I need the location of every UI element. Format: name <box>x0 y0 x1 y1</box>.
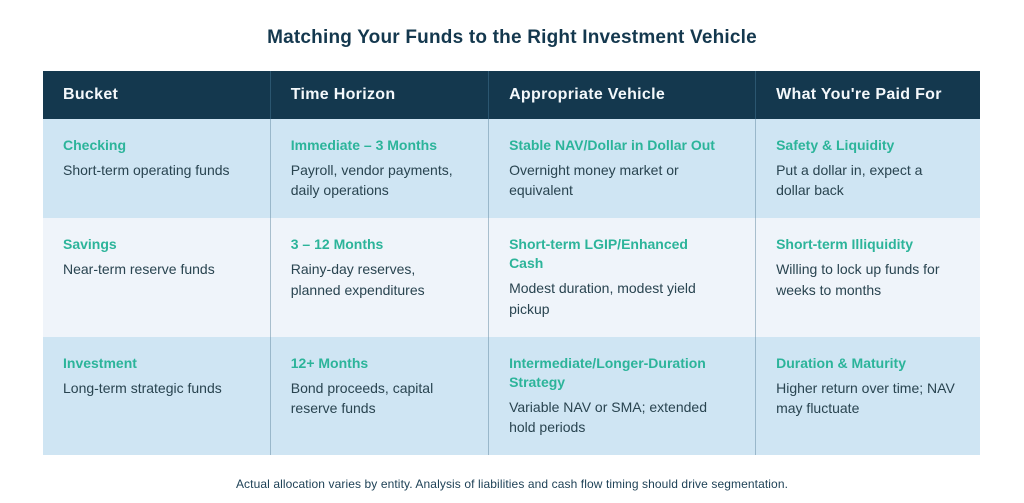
cell-savings-time-horizon: 3 – 12 Months Rainy-day reserves, planne… <box>269 218 488 337</box>
cell-investment-paid-for: Duration & Maturity Higher return over t… <box>755 336 980 456</box>
table-row-savings: Savings Near-term reserve funds 3 – 12 M… <box>43 218 980 337</box>
cell-body: Modest duration, modest yield pickup <box>509 280 696 317</box>
cell-heading: Safety & Liquidity <box>776 137 895 153</box>
cell-heading: Duration & Maturity <box>776 354 906 371</box>
header-time-horizon: Time Horizon <box>269 71 488 119</box>
cell-body: Bond proceeds, capital reserve funds <box>290 379 434 417</box>
header-appropriate-vehicle: Appropriate Vehicle <box>488 71 755 119</box>
table-header-row: Bucket Time Horizon Appropriate Vehicle … <box>43 71 980 119</box>
cell-heading: Checking <box>63 137 127 153</box>
funds-matching-table: Bucket Time Horizon Appropriate Vehicle … <box>43 71 980 456</box>
cell-body: Put a dollar in, expect a dollar back <box>776 161 923 199</box>
cell-body: Variable NAV or SMA; extended hold perio… <box>509 398 707 435</box>
cell-checking-vehicle: Stable NAV/Dollar in Dollar Out Overnigh… <box>488 119 755 219</box>
cell-heading: Short-term LGIP/Enhanced Cash <box>509 236 688 272</box>
table-row-checking: Checking Short-term operating funds Imme… <box>43 119 980 219</box>
cell-checking-paid-for: Safety & Liquidity Put a dollar in, expe… <box>755 119 980 219</box>
cell-body: Overnight money market or equivalent <box>509 161 679 199</box>
cell-body: Payroll, vendor payments, daily operatio… <box>290 161 453 199</box>
cell-heading: Immediate – 3 Months <box>290 137 438 153</box>
cell-heading: Stable NAV/Dollar in Dollar Out <box>509 137 715 153</box>
header-what-youre-paid-for: What You're Paid For <box>755 71 980 119</box>
cell-body: Short-term operating funds <box>63 161 230 178</box>
cell-savings-vehicle: Short-term LGIP/Enhanced Cash Modest dur… <box>488 218 755 337</box>
cell-body: Near-term reserve funds <box>63 261 215 278</box>
page-title: Matching Your Funds to the Right Investm… <box>267 27 757 48</box>
cell-body: Long-term strategic funds <box>63 379 222 396</box>
header-bucket: Bucket <box>63 86 119 103</box>
cell-investment-bucket: Investment Long-term strategic funds <box>43 337 270 455</box>
cell-body: Higher return over time; NAV may fluctua… <box>776 379 955 417</box>
cell-savings-paid-for: Short-term Illiquidity Willing to lock u… <box>755 218 980 337</box>
cell-heading: 3 – 12 Months <box>290 236 384 253</box>
cell-heading: Short-term Illiquidity <box>776 236 913 253</box>
cell-heading: Investment <box>63 354 137 371</box>
cell-body: Willing to lock up funds for weeks to mo… <box>776 261 940 298</box>
cell-checking-bucket: Checking Short-term operating funds <box>43 119 270 218</box>
cell-investment-time-horizon: 12+ Months Bond proceeds, capital reserv… <box>269 336 488 456</box>
cell-savings-bucket: Savings Near-term reserve funds <box>43 218 270 336</box>
footnote: Actual allocation varies by entity. Anal… <box>235 477 789 492</box>
cell-investment-vehicle: Intermediate/Longer-Duration Strategy Va… <box>488 336 755 456</box>
cell-heading: 12+ Months <box>290 354 369 371</box>
cell-checking-time-horizon: Immediate – 3 Months Payroll, vendor pay… <box>269 119 488 219</box>
cell-body: Rainy-day reserves, planned expenditures <box>290 261 425 298</box>
cell-heading: Savings <box>63 236 117 253</box>
table-row-investment: Investment Long-term strategic funds 12+… <box>43 336 980 456</box>
cell-heading: Intermediate/Longer-Duration Strategy <box>509 354 706 390</box>
